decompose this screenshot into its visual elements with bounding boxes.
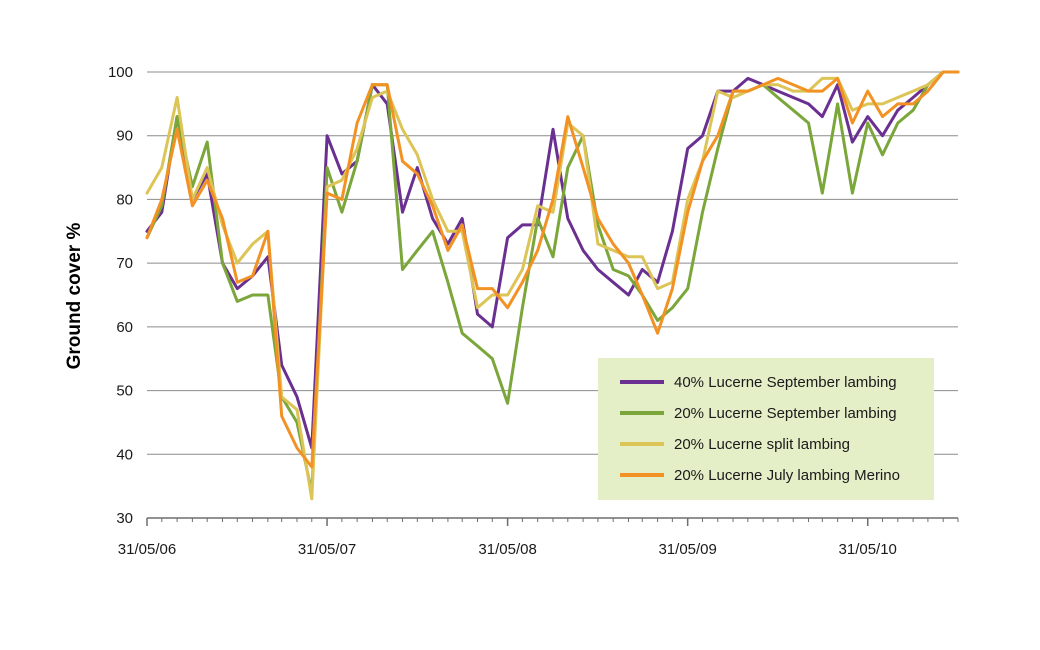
- series-line-1: [145, 70, 960, 450]
- legend-label: 20% Lucerne split lambing: [674, 436, 850, 453]
- x-tick-label: 31/05/06: [118, 541, 176, 558]
- y-tick-label: 40: [116, 446, 133, 463]
- y-tick-label: 100: [108, 64, 133, 81]
- x-tick-label: 31/05/09: [658, 541, 716, 558]
- legend-label: 20% Lucerne September lambing: [674, 405, 897, 422]
- y-tick-label: 70: [116, 255, 133, 272]
- x-tick-label: 31/05/10: [839, 541, 897, 558]
- legend-label: 20% Lucerne July lambing Merino: [674, 467, 900, 484]
- series-line-4: [145, 70, 960, 469]
- legend-label: 40% Lucerne September lambing: [674, 374, 897, 391]
- y-tick-label: 60: [116, 319, 133, 336]
- y-axis-title: Ground cover %: [64, 223, 85, 370]
- series-lines: [145, 70, 960, 501]
- y-axis-ticks: 30 40 50 60 70 80 90 100: [108, 64, 133, 527]
- legend: 40% Lucerne September lambing 20% Lucerne…: [598, 358, 934, 500]
- y-tick-label: 90: [116, 128, 133, 145]
- y-tick-label: 80: [116, 191, 133, 208]
- y-tick-label: 50: [116, 383, 133, 400]
- x-tick-label: 31/05/08: [478, 541, 536, 558]
- x-axis: 31/05/06 31/05/07 31/05/08 31/05/09 31/05/10: [118, 517, 959, 558]
- x-tick-label: 31/05/07: [298, 541, 356, 558]
- y-tick-label: 30: [116, 510, 133, 527]
